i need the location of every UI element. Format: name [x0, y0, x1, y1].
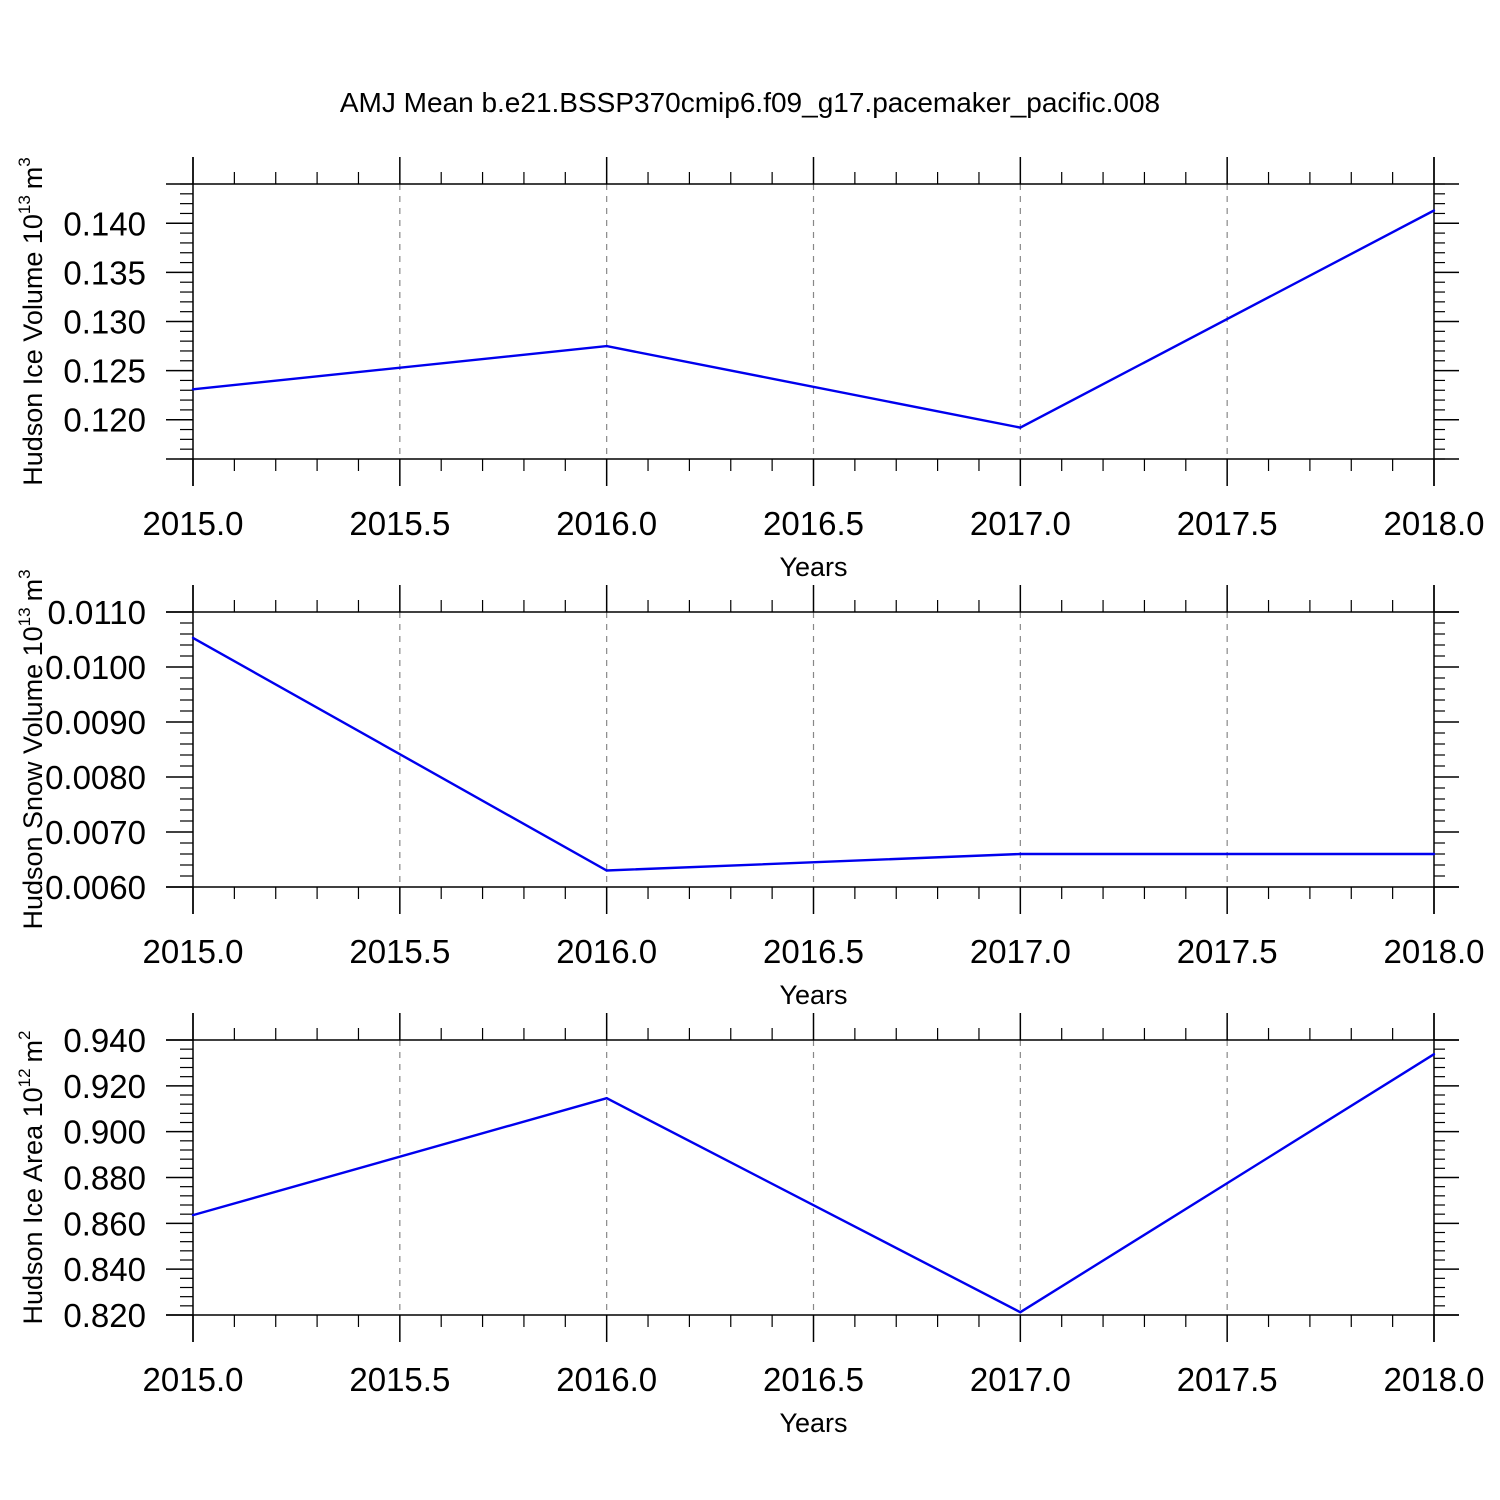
y-axis-label-unit-exponent: 2 [15, 1030, 34, 1039]
x-tick-label: 2016.0 [556, 933, 657, 970]
y-tick-label: 0.820 [63, 1297, 146, 1334]
y-axis-label: Hudson Snow Volume 1013 m3 [15, 569, 48, 929]
y-axis-label-unit: m [18, 1040, 48, 1063]
x-axis-label: Years [779, 980, 847, 1010]
x-tick-label: 2015.5 [349, 505, 450, 542]
y-tick-label: 0.0090 [45, 704, 146, 741]
x-tick-label: 2016.5 [763, 505, 864, 542]
data-point [1432, 1053, 1436, 1056]
y-axis-label-exponent: 13 [15, 195, 34, 214]
x-tick-label: 2017.5 [1177, 505, 1278, 542]
series-line [192, 1053, 1435, 1314]
data-point [191, 1213, 195, 1217]
y-tick-label: 0.130 [63, 304, 146, 341]
y-axis-label-exponent: 13 [15, 607, 34, 626]
x-tick-label: 2016.5 [763, 933, 864, 970]
y-axis-label-main: Hudson Ice Area 10 [18, 1087, 48, 1324]
x-axis-label: Years [779, 552, 847, 582]
y-tick-label: 0.0080 [45, 759, 146, 796]
data-point [605, 1097, 608, 1100]
y-tick-label: 0.140 [63, 205, 146, 242]
y-tick-label: 0.0060 [45, 869, 146, 906]
y-tick-label: 0.0070 [45, 814, 146, 851]
y-tick-label: 0.120 [63, 402, 146, 439]
x-tick-label: 2015.5 [349, 1361, 450, 1398]
data-point [191, 636, 195, 640]
x-tick-label: 2018.0 [1384, 505, 1485, 542]
y-axis-label-main: Hudson Ice Volume 10 [18, 214, 48, 486]
chart-panels: 2015.0 2015.5 2016.0 2016.5 2017.0 2017.5 2018… [15, 157, 1484, 1438]
data-point [191, 388, 195, 391]
x-tick-label: 2018.0 [1384, 933, 1485, 970]
chart-panel-3: 2015.0 2015.5 2016.0 2016.5 2017.0 2017.5 2018… [15, 1013, 1484, 1438]
y-axis-label-unit-exponent: 3 [15, 569, 34, 578]
y-tick-label: 0.940 [63, 1022, 146, 1059]
series-line [192, 209, 1435, 429]
y-tick-label: 0.860 [63, 1205, 146, 1242]
data-point [1432, 852, 1436, 856]
y-axis-label: Hudson Ice Volume 1013 m3 [15, 157, 48, 486]
x-tick-label: 2017.5 [1177, 933, 1278, 970]
y-axis-label-main: Hudson Snow Volume 10 [18, 626, 48, 929]
y-tick-label: 0.840 [63, 1251, 146, 1288]
data-point [1019, 1311, 1022, 1314]
y-axis-label-unit-exponent: 3 [15, 157, 34, 166]
y-axis-label-unit: m [18, 167, 48, 190]
x-axis-label: Years [779, 1408, 847, 1438]
x-tick-label: 2017.0 [970, 933, 1071, 970]
data-point [1019, 852, 1022, 856]
y-tick-label: 0.920 [63, 1068, 146, 1105]
y-axis-label-unit: m [18, 579, 48, 602]
x-tick-label: 2015.5 [349, 933, 450, 970]
x-tick-label: 2015.0 [143, 933, 244, 970]
data-point [1019, 426, 1022, 429]
x-tick-label: 2017.5 [1177, 1361, 1278, 1398]
x-tick-label: 2016.5 [763, 1361, 864, 1398]
data-point [1432, 209, 1436, 212]
x-tick-label: 2016.0 [556, 505, 657, 542]
chart-panel-1: 2015.0 2015.5 2016.0 2016.5 2017.0 2017.5 2018… [15, 157, 1484, 582]
x-tick-label: 2016.0 [556, 1361, 657, 1398]
data-point [605, 344, 608, 348]
chart-panel-2: 2015.0 2015.5 2016.0 2016.5 2017.0 2017.5 2018… [15, 569, 1484, 1010]
x-tick-label: 2017.0 [970, 505, 1071, 542]
y-axis-label-exponent: 12 [15, 1068, 34, 1087]
y-tick-label: 0.0100 [45, 649, 146, 686]
x-tick-label: 2017.0 [970, 1361, 1071, 1398]
y-axis-label: Hudson Ice Area 1012 m2 [15, 1030, 48, 1324]
x-tick-label: 2015.0 [143, 505, 244, 542]
y-tick-label: 0.900 [63, 1114, 146, 1151]
series-line [192, 636, 1434, 872]
y-tick-label: 0.135 [63, 254, 146, 291]
y-tick-label: 0.0110 [48, 594, 146, 631]
y-tick-label: 0.125 [63, 353, 146, 390]
x-tick-label: 2018.0 [1384, 1361, 1485, 1398]
x-tick-label: 2015.0 [143, 1361, 244, 1398]
figure-title: AMJ Mean b.e21.BSSP370cmip6.f09_g17.pace… [340, 87, 1160, 118]
y-tick-label: 0.880 [63, 1160, 146, 1197]
data-point [605, 869, 608, 872]
